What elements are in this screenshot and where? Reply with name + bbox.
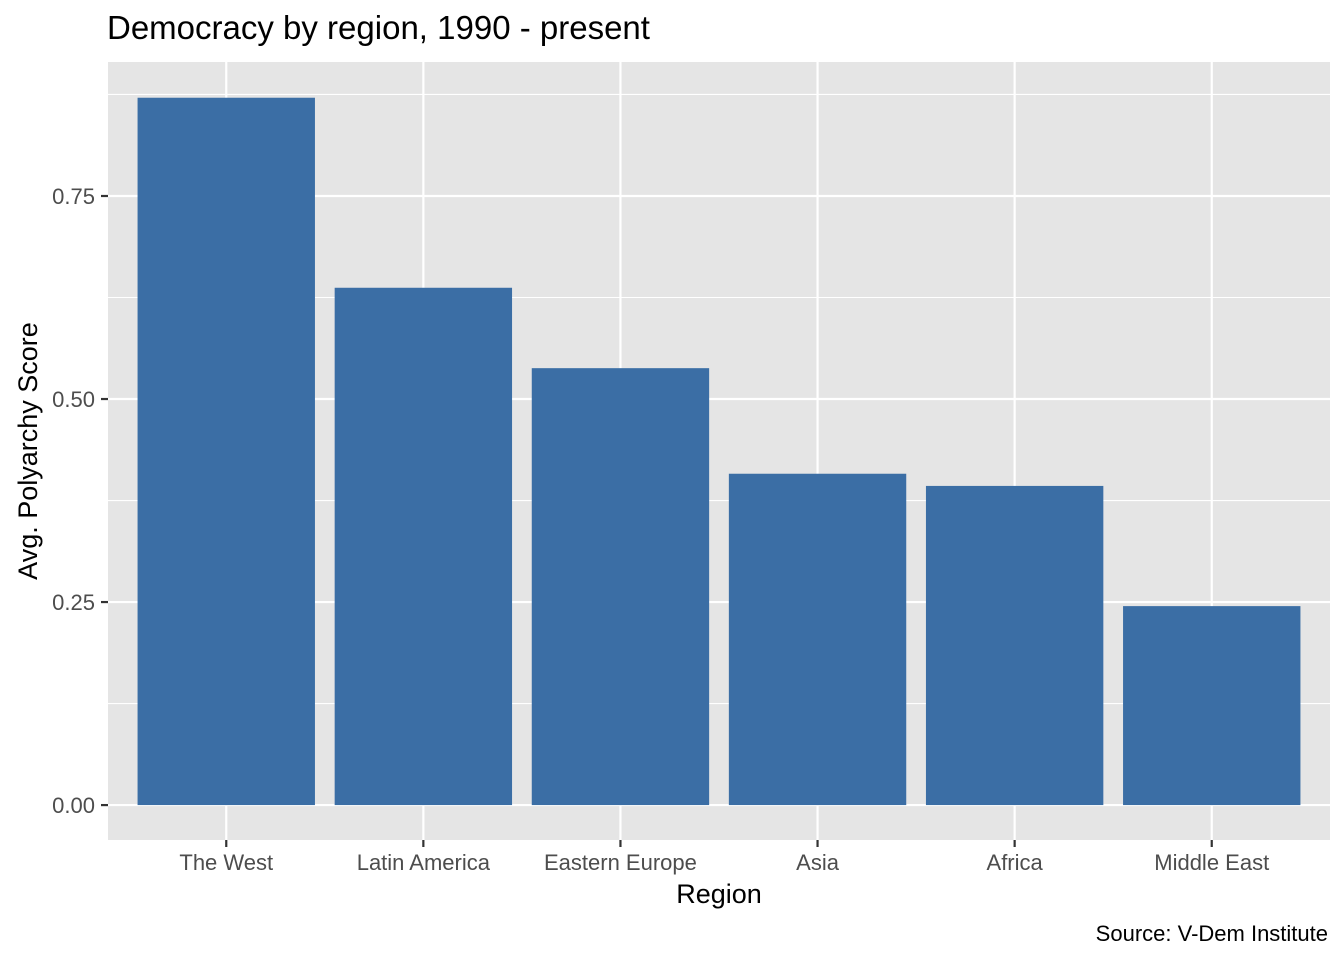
bar <box>531 368 710 806</box>
x-tick-label: Africa <box>987 850 1044 875</box>
bar <box>1123 606 1301 806</box>
bar <box>925 485 1104 806</box>
axis-layer: 0.00 0.25 0.50 0.75 The West Latin America Eas… <box>52 184 1269 875</box>
x-tick-label: Asia <box>796 850 840 875</box>
y-tick-label: 0.75 <box>52 184 95 209</box>
y-tick-label: 0.25 <box>52 590 95 615</box>
bar <box>728 473 907 806</box>
source-caption: Source: V-Dem Institute <box>1096 921 1328 946</box>
bar-layer <box>137 97 1301 806</box>
bar <box>137 97 315 806</box>
y-tick-label: 0.00 <box>52 793 95 818</box>
x-tick-label: Latin America <box>357 850 491 875</box>
y-axis-title: Avg. Polyarchy Score <box>13 322 43 580</box>
bar <box>334 287 513 806</box>
x-tick-label: Middle East <box>1154 850 1269 875</box>
x-tick-label: The West <box>179 850 273 875</box>
chart-title: Democracy by region, 1990 - present <box>107 9 650 46</box>
x-axis-title: Region <box>676 879 762 909</box>
y-tick-label: 0.50 <box>52 387 95 412</box>
x-tick-label: Eastern Europe <box>544 850 697 875</box>
